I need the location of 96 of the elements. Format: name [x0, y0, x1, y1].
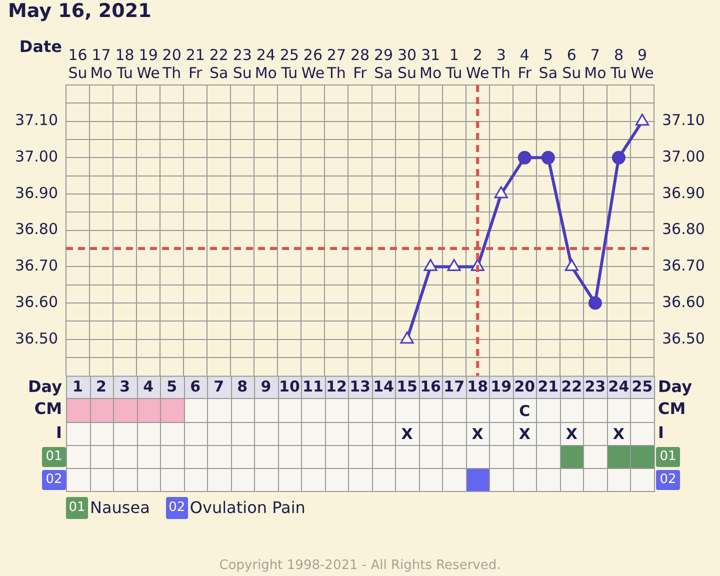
point — [635, 114, 650, 126]
category-label: CM — [658, 399, 686, 418]
y2-tick-label: 36.70 — [662, 256, 705, 275]
x2-tick-label: 17 — [444, 378, 465, 396]
point — [541, 150, 555, 164]
text: C — [519, 402, 530, 420]
category-label: 02 — [660, 472, 676, 488]
text: X — [401, 425, 413, 444]
x2-tick-label: 15 — [396, 378, 418, 396]
y2-tick-label: 36.80 — [662, 220, 705, 238]
text: X — [472, 425, 484, 444]
text: X — [518, 425, 530, 444]
x-tick-label: 21 Fr — [186, 46, 205, 82]
category-label: 01 — [68, 500, 86, 516]
category-label: 01 — [660, 448, 676, 464]
x2-tick-label: 20 — [514, 378, 536, 396]
category-label: I — [658, 422, 664, 442]
y-tick-label: 37.00 — [15, 148, 58, 166]
text: X — [612, 425, 625, 444]
category-label: 02 — [46, 472, 62, 488]
x2-tick-label: 11 — [302, 378, 324, 396]
category-label: CM — [34, 399, 62, 418]
x2-tick-label: 6 — [190, 378, 201, 396]
x-tick-label: 5 Sa — [538, 46, 558, 82]
x2-tick-label: 10 — [279, 378, 300, 396]
x-tick-label: 30 Su — [397, 46, 417, 82]
x2-tick-label: 13 — [350, 378, 370, 396]
x-tick-label: 17 Mo — [90, 46, 112, 82]
x2-tick-label: 4 — [143, 378, 154, 396]
x2-tick-label: 3 — [120, 378, 130, 396]
x2-tick-label: 23 — [584, 378, 606, 396]
x-tick-label: 6 Su — [562, 46, 582, 82]
chart-title: May 16, 2021 — [8, 0, 152, 22]
x-tick-label: 31 Mo — [419, 46, 442, 82]
x2-tick-label: 7 — [214, 378, 224, 396]
x-tick-label: 25 Tu — [280, 46, 299, 82]
x-tick-label: 23 Su — [232, 46, 252, 82]
point — [612, 150, 626, 164]
text: Ovulation Pain — [190, 498, 306, 518]
point — [494, 186, 508, 198]
category-label: 01 — [46, 448, 62, 464]
x2-tick-label: 12 — [326, 378, 347, 396]
x2-tick-label: 25 — [632, 378, 653, 396]
x2-tick-label: 8 — [237, 378, 248, 396]
point — [564, 258, 578, 271]
x-tick-label: 16 Su — [68, 46, 88, 82]
text: Copyright 1998-2021 - All Rights Reserved. — [218, 558, 502, 574]
x2-tick-label: 22 — [561, 378, 582, 396]
x-tick-label: 7 Mo — [584, 46, 606, 82]
x2-tick-label: 5 — [166, 378, 178, 396]
x-tick-label: 24 Mo — [254, 46, 277, 82]
text: Day — [28, 377, 62, 396]
x-tick-label: 18 Tu — [115, 46, 134, 82]
y-tick-label: 36.60 — [15, 292, 58, 311]
x2-tick-label: 16 — [420, 378, 441, 396]
text: X — [566, 425, 578, 444]
y-tick-label: 36.80 — [15, 220, 58, 238]
y-tick-label: 36.70 — [15, 256, 58, 275]
x-tick-label: 22 Sa — [209, 46, 228, 82]
y2-tick-label: 36.50 — [662, 329, 705, 348]
x-tick-label: 2 We — [466, 46, 490, 82]
x2-axis-title: Day — [658, 377, 694, 396]
y2-tick-label: 37.00 — [662, 148, 705, 166]
y2-tick-label: 36.60 — [662, 292, 705, 311]
y2-tick-label: 37.10 — [662, 111, 705, 130]
text: Nausea — [90, 498, 150, 518]
x-tick-label: 28 Fr — [350, 46, 370, 82]
category-label: I — [56, 422, 62, 442]
point — [424, 258, 438, 271]
x2-tick-label: 2 — [96, 378, 106, 396]
point — [518, 150, 532, 164]
x-tick-label: 1 Tu — [444, 46, 462, 82]
x2-tick-label: 24 — [608, 378, 630, 396]
x-tick-label: 20 Th — [162, 46, 182, 82]
x2-tick-label: 18 — [467, 378, 488, 396]
category-label: 02 — [168, 500, 186, 516]
x-tick-label: 4 Fr — [518, 46, 532, 82]
x-tick-label: 9 We — [630, 46, 654, 82]
x-tick-label: 26 We — [301, 46, 325, 82]
x2-tick-label: 21 — [538, 378, 559, 396]
x-tick-label: 27 Th — [326, 46, 346, 82]
x-tick-label: 19 We — [136, 46, 160, 82]
y2-tick-label: 36.90 — [662, 184, 705, 202]
x2-tick-label: 1 — [72, 378, 83, 396]
x-tick-label: 8 Tu — [610, 46, 627, 82]
x2-tick-label: 14 — [373, 378, 394, 396]
x2-tick-label: 19 — [490, 378, 512, 396]
point — [447, 258, 461, 271]
y-tick-label: 36.90 — [15, 184, 58, 202]
x-tick-label: 3 Th — [490, 46, 510, 82]
x-tick-label: 29 Sa — [374, 46, 394, 82]
x-axis-title: Date — [18, 37, 62, 56]
y-tick-label: 36.50 — [15, 329, 58, 348]
point — [400, 332, 414, 344]
y-tick-label: 37.10 — [15, 111, 58, 130]
x2-tick-label: 9 — [260, 378, 272, 396]
